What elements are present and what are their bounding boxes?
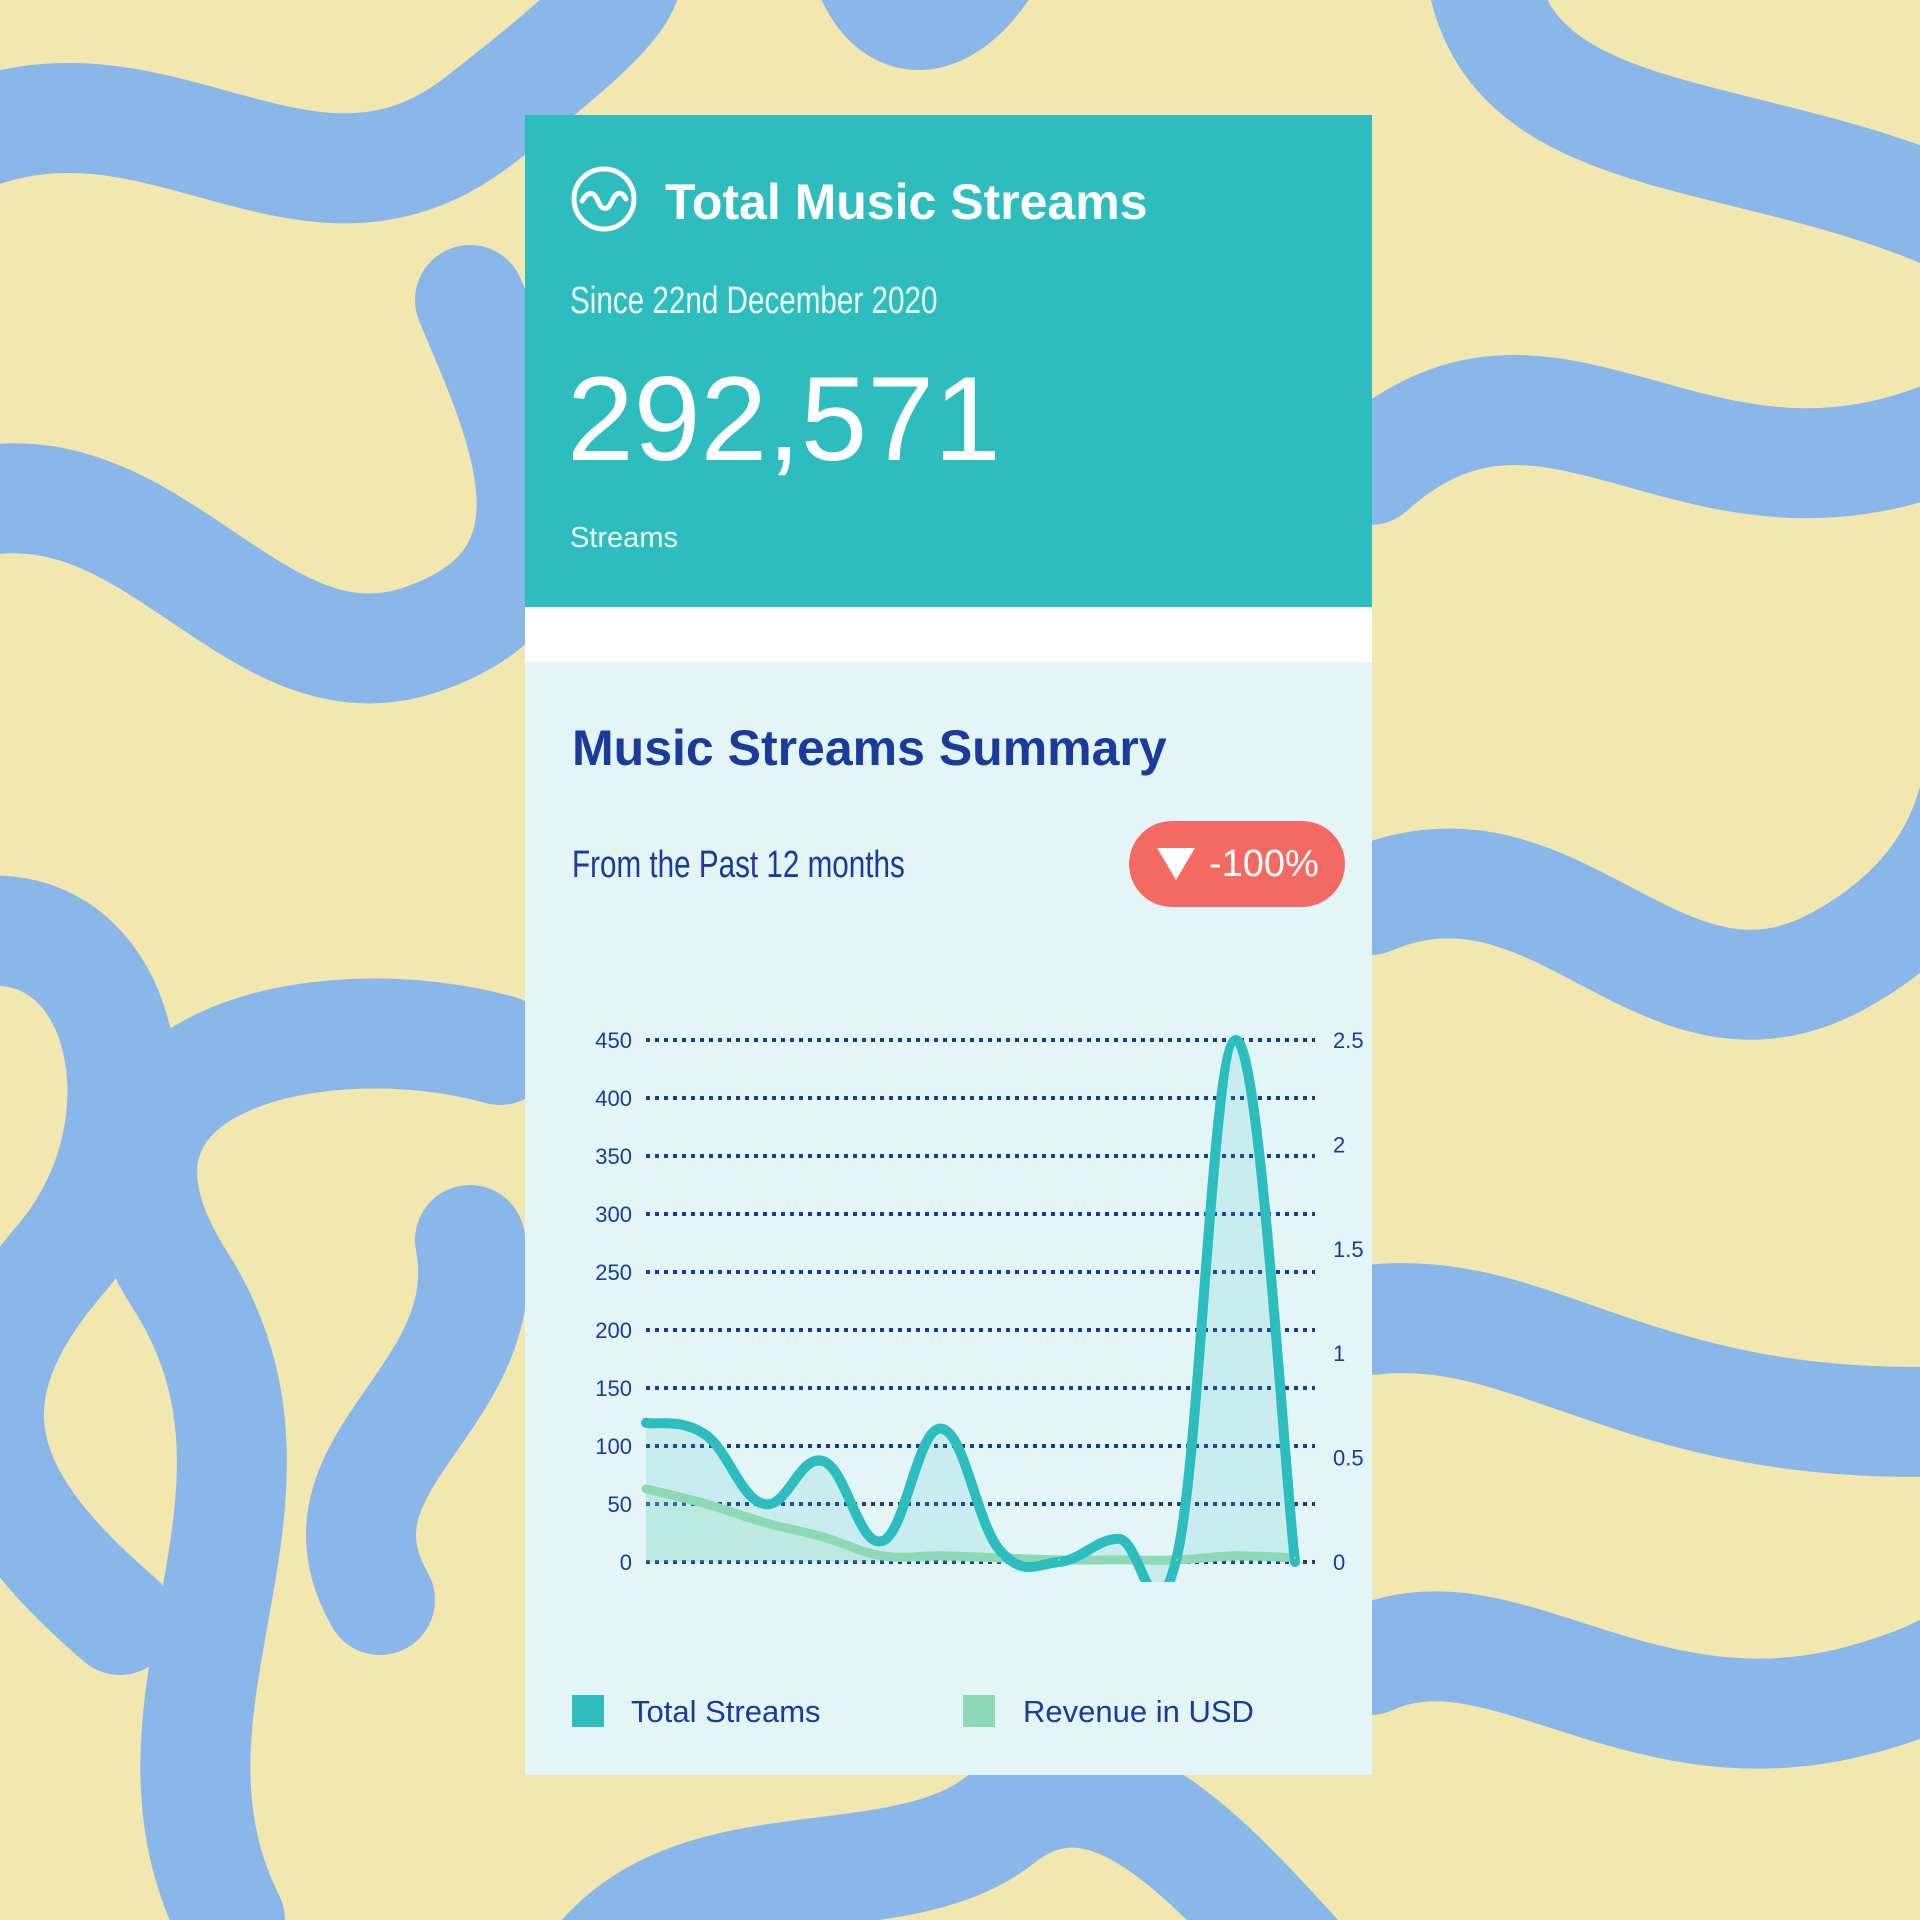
data-point-total-streams xyxy=(822,1460,824,1463)
data-point-revenue xyxy=(763,1521,765,1524)
data-point-revenue xyxy=(1235,1554,1237,1557)
y-right-tick-label: 2 xyxy=(1333,1132,1345,1157)
y-left-tick-label: 350 xyxy=(595,1144,632,1169)
total-streams-unit: Streams xyxy=(570,522,678,554)
y-left-tick-label: 300 xyxy=(595,1202,632,1227)
data-point-total-streams xyxy=(645,1421,647,1424)
legend-label-total-streams: Total Streams xyxy=(631,1694,821,1729)
summary-title: Music Streams Summary xyxy=(572,720,1167,776)
data-point-revenue xyxy=(1176,1558,1178,1561)
data-point-revenue xyxy=(704,1502,706,1505)
data-point-revenue xyxy=(1058,1558,1060,1561)
triangle-down-icon xyxy=(1157,848,1195,880)
divider-strip xyxy=(525,607,1372,662)
data-point-revenue xyxy=(1117,1558,1119,1561)
y-right-tick-label: 1 xyxy=(1333,1341,1345,1366)
series-area-revenue xyxy=(646,1488,1295,1562)
data-point-total-streams xyxy=(881,1540,883,1543)
y-left-tick-label: 200 xyxy=(595,1318,632,1343)
series-area-total-streams xyxy=(646,1039,1295,1582)
change-badge: -100% xyxy=(1129,821,1345,907)
y-right-tick-label: 1.5 xyxy=(1333,1237,1364,1262)
dashboard-card: Total Music Streams Since 22nd December … xyxy=(525,115,1372,1775)
data-point-total-streams xyxy=(1117,1537,1119,1540)
card-title: Total Music Streams xyxy=(665,174,1148,230)
y-right-tick-label: 0 xyxy=(1333,1550,1345,1575)
summary-panel: Music Streams Summary From the Past 12 m… xyxy=(525,662,1372,1775)
data-point-total-streams xyxy=(1176,1555,1178,1558)
data-point-revenue xyxy=(999,1556,1001,1559)
summary-period: From the Past 12 months xyxy=(572,844,905,886)
legend-swatch-revenue xyxy=(963,1695,995,1727)
data-point-revenue xyxy=(881,1554,883,1557)
y-left-tick-label: 150 xyxy=(595,1376,632,1401)
data-point-total-streams xyxy=(940,1427,942,1430)
data-point-revenue xyxy=(822,1535,824,1538)
y-right-tick-label: 2.5 xyxy=(1333,1028,1364,1053)
data-point-total-streams xyxy=(1058,1561,1060,1563)
data-point-revenue xyxy=(940,1554,942,1557)
since-date: Since 22nd December 2020 xyxy=(570,280,938,322)
data-point-total-streams xyxy=(704,1433,706,1436)
y-left-tick-label: 450 xyxy=(595,1028,632,1053)
y-left-tick-label: 100 xyxy=(595,1434,632,1459)
data-point-total-streams xyxy=(763,1503,765,1505)
total-streams-value: 292,571 xyxy=(567,352,1001,486)
y-right-tick-label: 0.5 xyxy=(1333,1446,1364,1471)
change-value: -100% xyxy=(1209,843,1319,885)
y-left-tick-label: 50 xyxy=(608,1492,632,1517)
data-point-total-streams xyxy=(999,1549,1001,1552)
data-point-revenue xyxy=(645,1487,647,1490)
y-left-tick-label: 250 xyxy=(595,1260,632,1285)
wave-circle-icon xyxy=(571,166,637,232)
data-point-total-streams xyxy=(1235,1039,1237,1041)
streams-chart: 05010015020025030035040045000.511.522.5M… xyxy=(595,1028,1364,1582)
y-left-tick-label: 400 xyxy=(595,1086,632,1111)
data-point-total-streams xyxy=(1294,1561,1296,1563)
total-streams-panel: Total Music Streams Since 22nd December … xyxy=(525,115,1372,607)
series-line-revenue xyxy=(641,1484,1300,1565)
series-line-total-streams xyxy=(641,1034,1300,1582)
data-point-revenue xyxy=(1294,1556,1296,1559)
y-left-tick-label: 0 xyxy=(620,1550,632,1575)
legend-label-revenue: Revenue in USD xyxy=(1023,1694,1254,1729)
legend-swatch-total-streams xyxy=(572,1695,604,1727)
